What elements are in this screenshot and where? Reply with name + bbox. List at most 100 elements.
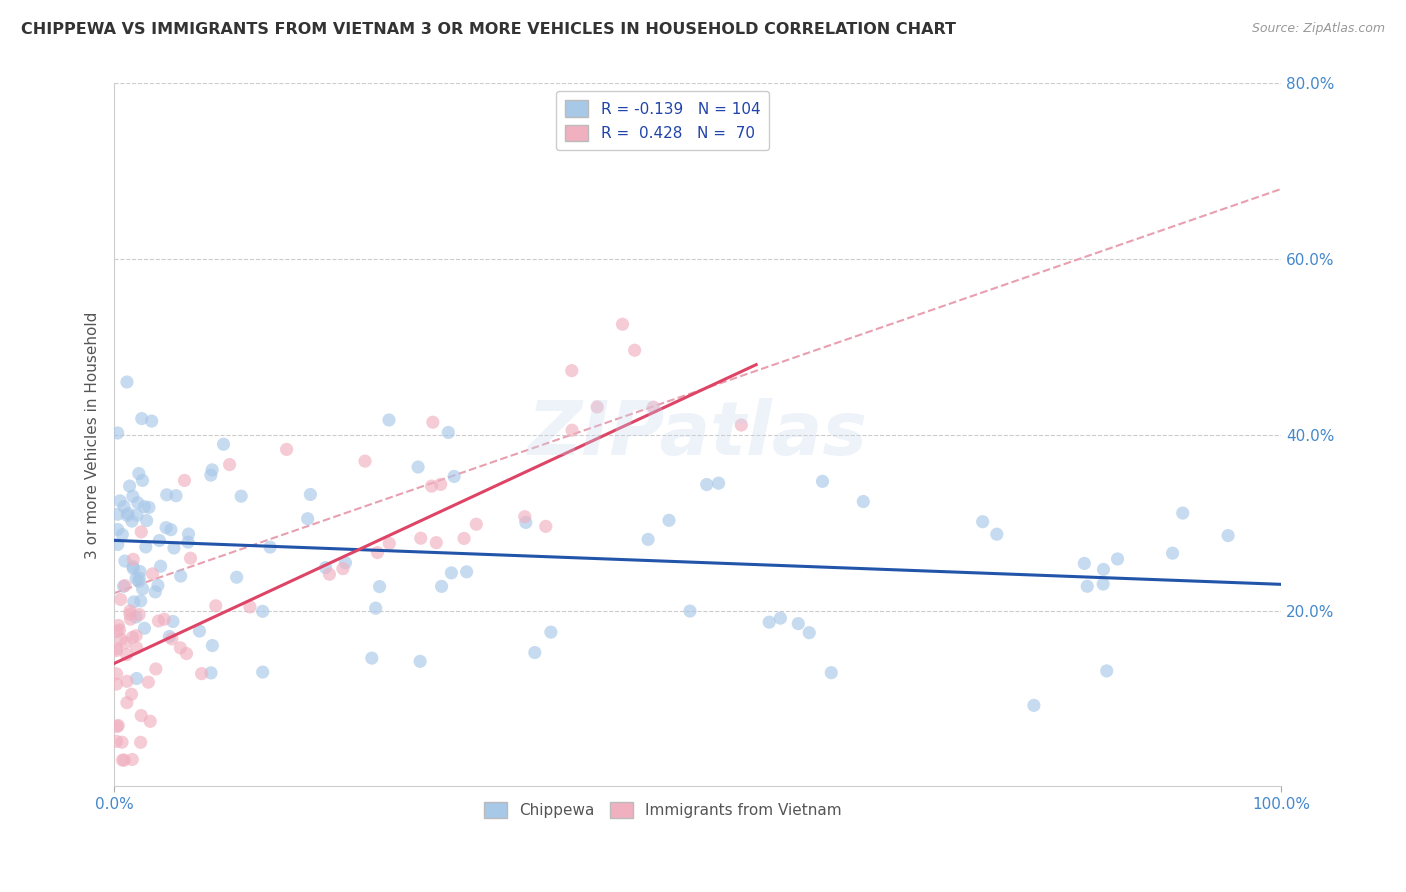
Point [758, 615, 780, 630]
Point [179, 551, 201, 566]
Point [465, 517, 488, 532]
Point [129, 708, 152, 723]
Y-axis label: 3 or more Vehicles in Household: 3 or more Vehicles in Household [86, 311, 100, 558]
Point [561, 364, 583, 378]
Point [105, 720, 128, 734]
Point [115, 696, 138, 710]
Point [173, 474, 195, 488]
Point [118, 607, 141, 622]
Point [148, 533, 170, 548]
Point [107, 718, 129, 732]
Point [121, 687, 143, 701]
Point [117, 508, 139, 523]
Point [176, 647, 198, 661]
Point [145, 662, 167, 676]
Point [128, 607, 150, 622]
Point [122, 559, 145, 574]
Point [811, 475, 834, 489]
Point [378, 536, 401, 550]
Point [115, 674, 138, 689]
Point [297, 512, 319, 526]
Point [122, 552, 145, 566]
Point [138, 675, 160, 690]
Point [612, 318, 634, 332]
Point [799, 625, 821, 640]
Point [111, 527, 134, 541]
Point [429, 477, 451, 491]
Point [135, 540, 157, 554]
Point [125, 508, 148, 522]
Point [515, 516, 537, 530]
Point [540, 625, 562, 640]
Point [110, 592, 132, 607]
Point [155, 521, 177, 535]
Point [107, 507, 129, 521]
Point [165, 489, 187, 503]
Point [409, 531, 432, 545]
Point [114, 554, 136, 568]
Point [364, 601, 387, 615]
Point [128, 574, 150, 589]
Point [852, 494, 875, 508]
Point [121, 514, 143, 528]
Point [125, 672, 148, 686]
Point [201, 463, 224, 477]
Point [117, 507, 139, 521]
Point [200, 665, 222, 680]
Legend: Chippewa, Immigrants from Vietnam: Chippewa, Immigrants from Vietnam [478, 796, 848, 824]
Point [141, 566, 163, 581]
Point [523, 646, 546, 660]
Point [128, 467, 150, 481]
Point [637, 533, 659, 547]
Point [1092, 562, 1115, 576]
Point [139, 714, 162, 729]
Point [1073, 557, 1095, 571]
Point [972, 515, 994, 529]
Point [112, 753, 135, 767]
Point [259, 540, 281, 554]
Point [162, 615, 184, 629]
Point [354, 454, 377, 468]
Point [122, 595, 145, 609]
Point [112, 579, 135, 593]
Point [110, 632, 132, 647]
Point [122, 561, 145, 575]
Point [787, 616, 810, 631]
Point [129, 594, 152, 608]
Point [129, 735, 152, 749]
Point [252, 665, 274, 679]
Point [105, 624, 128, 639]
Point [453, 532, 475, 546]
Point [114, 636, 136, 650]
Point [115, 375, 138, 389]
Point [148, 614, 170, 628]
Point [107, 537, 129, 551]
Point [437, 425, 460, 440]
Point [332, 561, 354, 575]
Point [623, 343, 645, 358]
Point [127, 496, 149, 510]
Point [212, 437, 235, 451]
Point [105, 734, 128, 748]
Point [111, 735, 134, 749]
Point [231, 489, 253, 503]
Point [114, 579, 136, 593]
Point [1095, 664, 1118, 678]
Point [146, 578, 169, 592]
Point [163, 541, 186, 555]
Point [107, 523, 129, 537]
Point [125, 610, 148, 624]
Point [986, 527, 1008, 541]
Point [125, 640, 148, 655]
Point [679, 604, 702, 618]
Point [105, 677, 128, 691]
Point [643, 400, 665, 414]
Point [769, 611, 792, 625]
Point [118, 604, 141, 618]
Point [105, 666, 128, 681]
Point [112, 500, 135, 514]
Point [143, 585, 166, 599]
Point [118, 479, 141, 493]
Point [129, 524, 152, 539]
Point [108, 623, 131, 637]
